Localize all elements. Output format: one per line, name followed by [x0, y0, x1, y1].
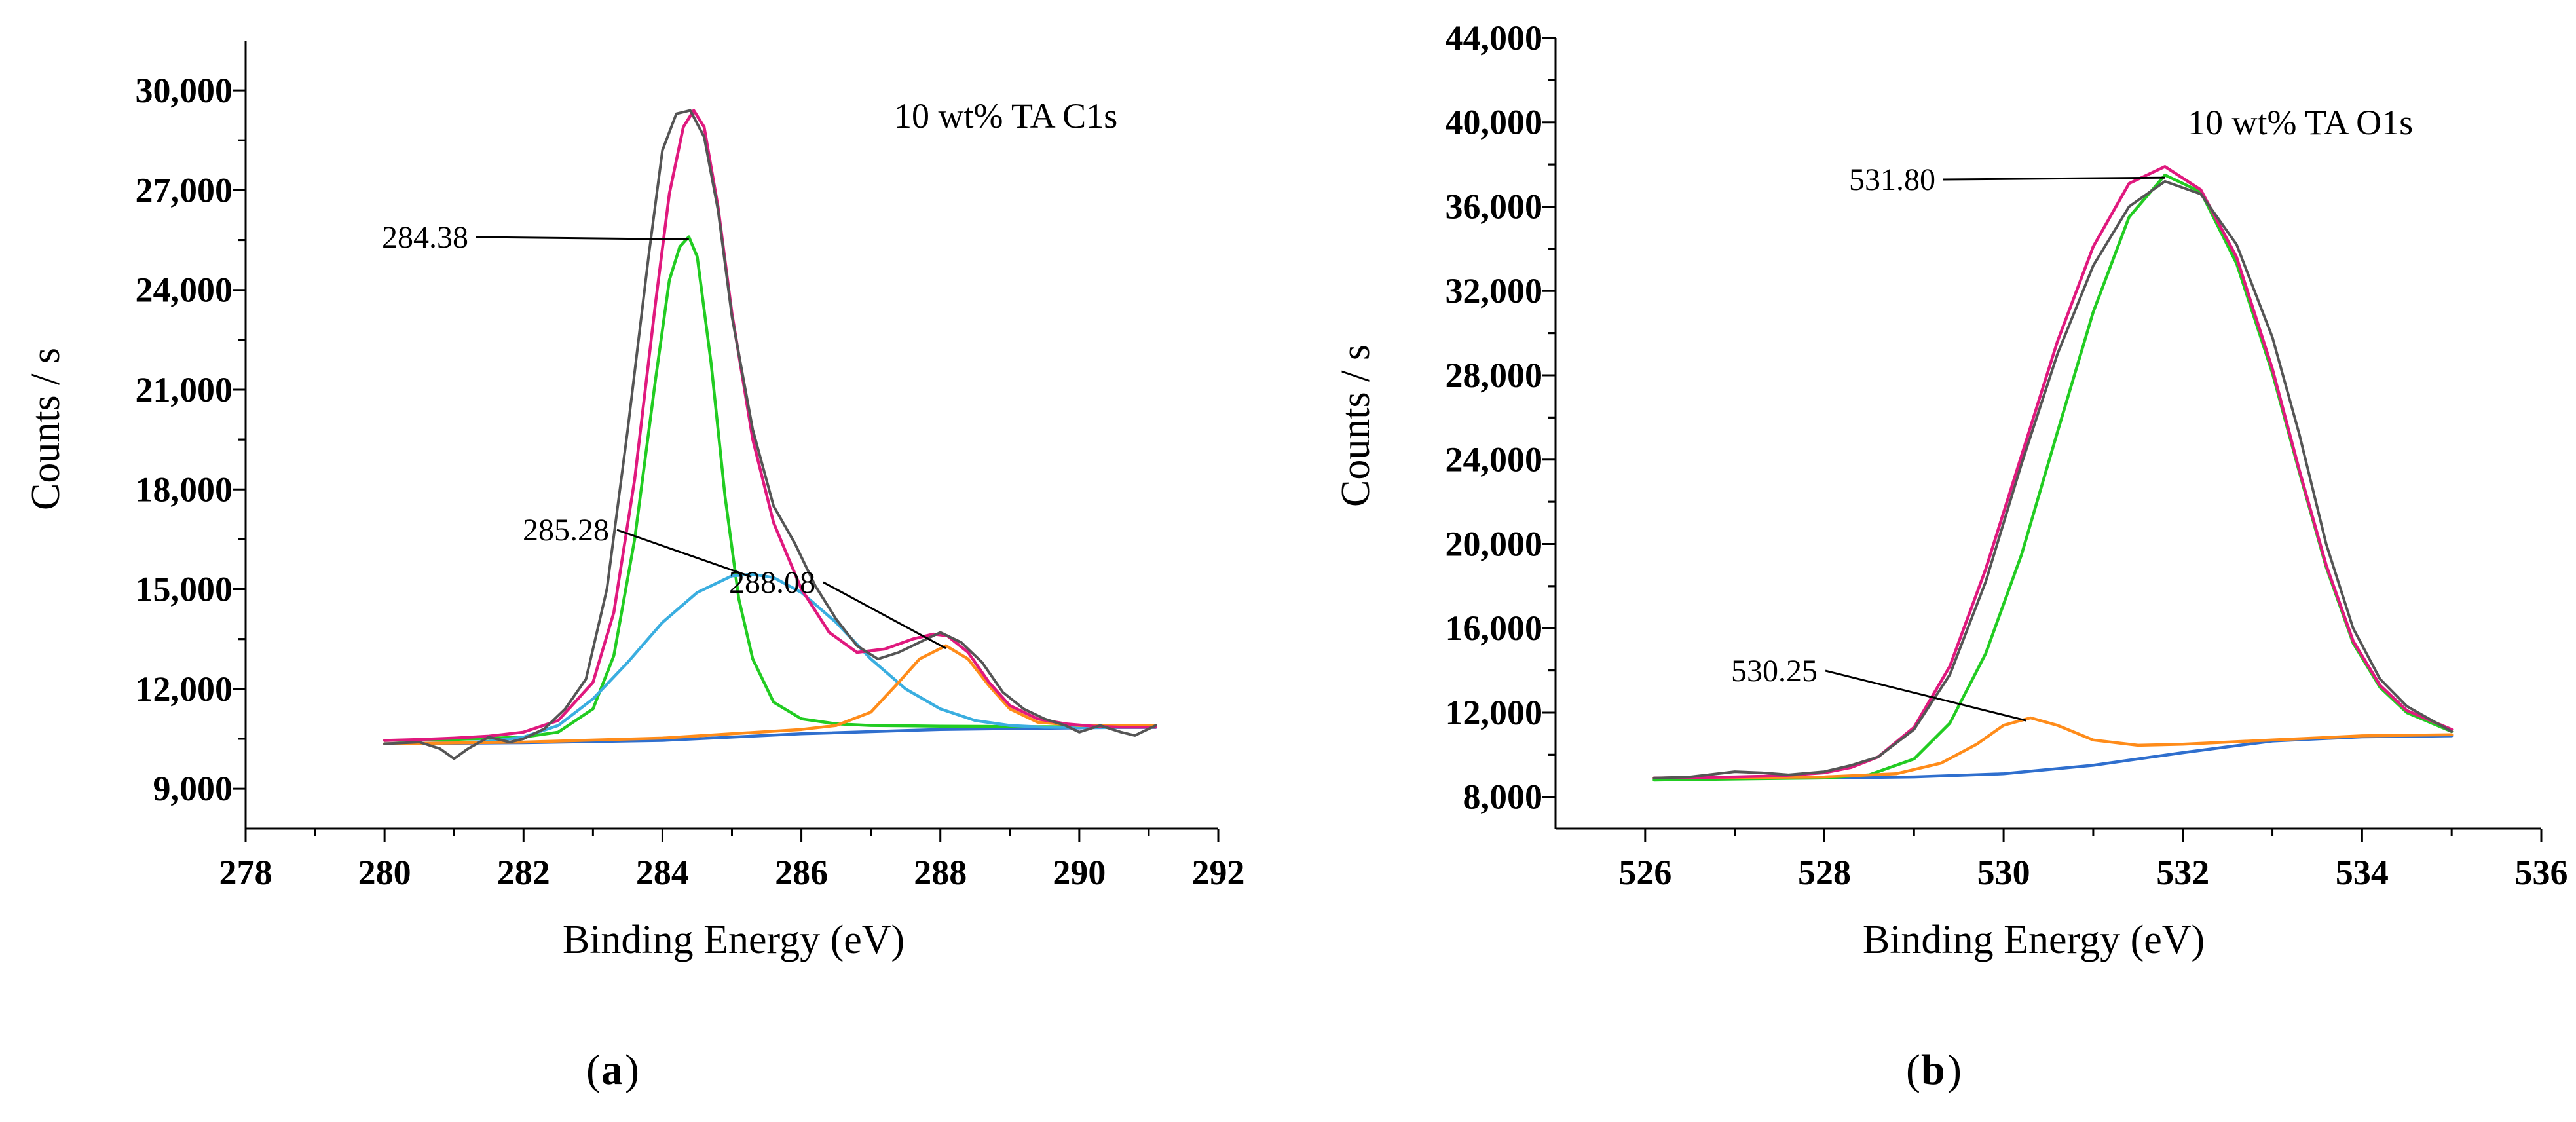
- panel-b-xtick-label: 530: [1977, 853, 2030, 892]
- panel-a-ytick-label: 12,000: [136, 669, 233, 709]
- panel-a-xtick-label: 284: [636, 853, 689, 892]
- panel-b-xtick-label: 536: [2515, 853, 2568, 892]
- panel-b-ytick-label: 36,000: [1446, 187, 1543, 226]
- panel-a-annotation-leader: [476, 236, 689, 240]
- panel-b-title: 10 wt% TA O1s: [2188, 103, 2413, 142]
- panel-a-annotation: 284.38: [382, 220, 468, 255]
- caption-a-close: ): [625, 1046, 639, 1094]
- caption-b-close: ): [1947, 1046, 1962, 1094]
- panel-b-ytick-label: 8,000: [1463, 777, 1543, 817]
- caption-a-open: (: [586, 1046, 601, 1094]
- panel-b-ytick-label: 16,000: [1446, 608, 1543, 648]
- panel-a-xtick-label: 280: [358, 853, 411, 892]
- panel-b-series-raw: [1652, 179, 2454, 779]
- panel-a-xtick-label: 278: [219, 853, 272, 892]
- panel-a-xtick-label: 282: [497, 853, 550, 892]
- panel-a-ytick-label: 9,000: [153, 769, 233, 808]
- plot-area-b: 526 528 530 532 534 536 8,000 12,000 16,000 20,00…: [1446, 18, 2568, 892]
- panel-b-ytick-label: 44,000: [1446, 18, 1543, 58]
- panel-a-series-envelope: [383, 109, 1157, 742]
- panel-a-series-284-38: [383, 235, 1157, 742]
- panel-b-xtick-label: 532: [2156, 853, 2209, 892]
- panel-a-xtick-label: 288: [914, 853, 967, 892]
- plot-area-a: 278 280 282 284 286 288 290 292 9,000 12,000 15,00…: [136, 41, 1245, 892]
- panel-b-ytick-label: 24,000: [1446, 440, 1543, 479]
- caption-a-letter: a: [601, 1046, 623, 1094]
- panel-a: 278 280 282 284 286 288 290 292 9,000 12,000 15,00…: [24, 41, 1245, 1094]
- panel-b-ytick-label: 20,000: [1446, 524, 1543, 563]
- panel-a-xtick-label: 292: [1192, 853, 1245, 892]
- panel-b-series-531-80: [1652, 173, 2454, 782]
- panel-a-annotation: 288.08: [729, 565, 815, 600]
- panel-b-ytick-label: 32,000: [1446, 271, 1543, 310]
- panel-b-ytick-label: 40,000: [1446, 103, 1543, 142]
- panel-a-ylabel: Counts / s: [24, 348, 68, 510]
- panel-a-series-raw: [383, 109, 1157, 760]
- panel-b-annotation-leader: [1825, 669, 2026, 722]
- panel-b-ytick-label: 28,000: [1446, 356, 1543, 395]
- panel-b-ytick-label: 12,000: [1446, 693, 1543, 732]
- panel-b-xlabel: Binding Energy (eV): [1863, 918, 2205, 962]
- panel-a-ytick-label: 30,000: [136, 71, 233, 110]
- panel-b-annotation: 530.25: [1731, 654, 1818, 688]
- panel-a-ytick-label: 27,000: [136, 170, 233, 210]
- caption-b-open: (: [1906, 1046, 1920, 1094]
- panel-a-xtick-label: 290: [1053, 853, 1106, 892]
- panel-a-ytick-label: 24,000: [136, 271, 233, 310]
- panel-a-xtick-label: 286: [775, 853, 828, 892]
- panel-a-xlabel: Binding Energy (eV): [563, 918, 905, 962]
- panel-a-annotation-leader: [823, 581, 946, 650]
- panel-a-series-288-08: [383, 644, 1157, 745]
- panel-b: 526 528 530 532 534 536 8,000 12,000 16,000 20,00…: [1334, 18, 2568, 1094]
- panel-a-ytick-label: 15,000: [136, 570, 233, 609]
- panel-a-ytick-label: 21,000: [136, 370, 233, 409]
- panel-a-annotation: 285.28: [523, 513, 609, 548]
- panel-b-xtick-label: 534: [2336, 853, 2389, 892]
- panel-b-series-530-25: [1652, 716, 2454, 780]
- panel-b-annotation-leader: [1943, 176, 2165, 181]
- panel-b-xtick-label: 526: [1618, 853, 1671, 892]
- caption-b-letter: b: [1921, 1046, 1945, 1094]
- panel-b-annotation: 531.80: [1849, 162, 1935, 197]
- panel-a-title: 10 wt% TA C1s: [894, 96, 1117, 136]
- panel-a-annotation-leader: [616, 529, 752, 578]
- panel-b-xtick-label: 528: [1798, 853, 1851, 892]
- panel-b-ylabel: Counts / s: [1334, 345, 1378, 507]
- panel-a-ytick-label: 18,000: [136, 470, 233, 509]
